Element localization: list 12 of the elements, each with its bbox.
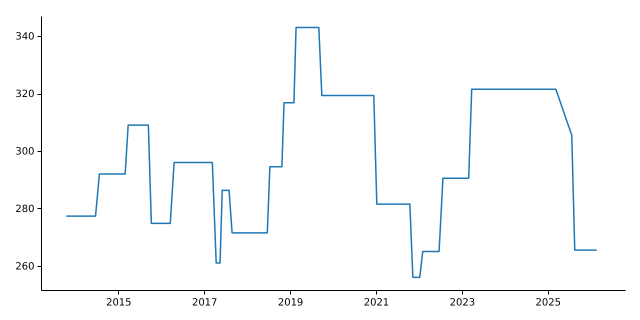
y-tick-label: 320 (15, 89, 34, 100)
y-tick-label: 260 (15, 261, 34, 272)
x-tick-label: 2017 (192, 298, 218, 308)
y-tick-label: 300 (15, 146, 34, 158)
x-tick-label: 2021 (364, 298, 390, 308)
x-tick-label: 2023 (450, 298, 476, 308)
x-tick-label: 2025 (535, 298, 561, 308)
line-series (66, 26, 598, 278)
y-tick-label: 280 (15, 204, 34, 215)
y-tick-label: 340 (15, 32, 34, 43)
x-tick-label: 2015 (106, 298, 132, 308)
x-tick-label: 2019 (278, 298, 304, 308)
